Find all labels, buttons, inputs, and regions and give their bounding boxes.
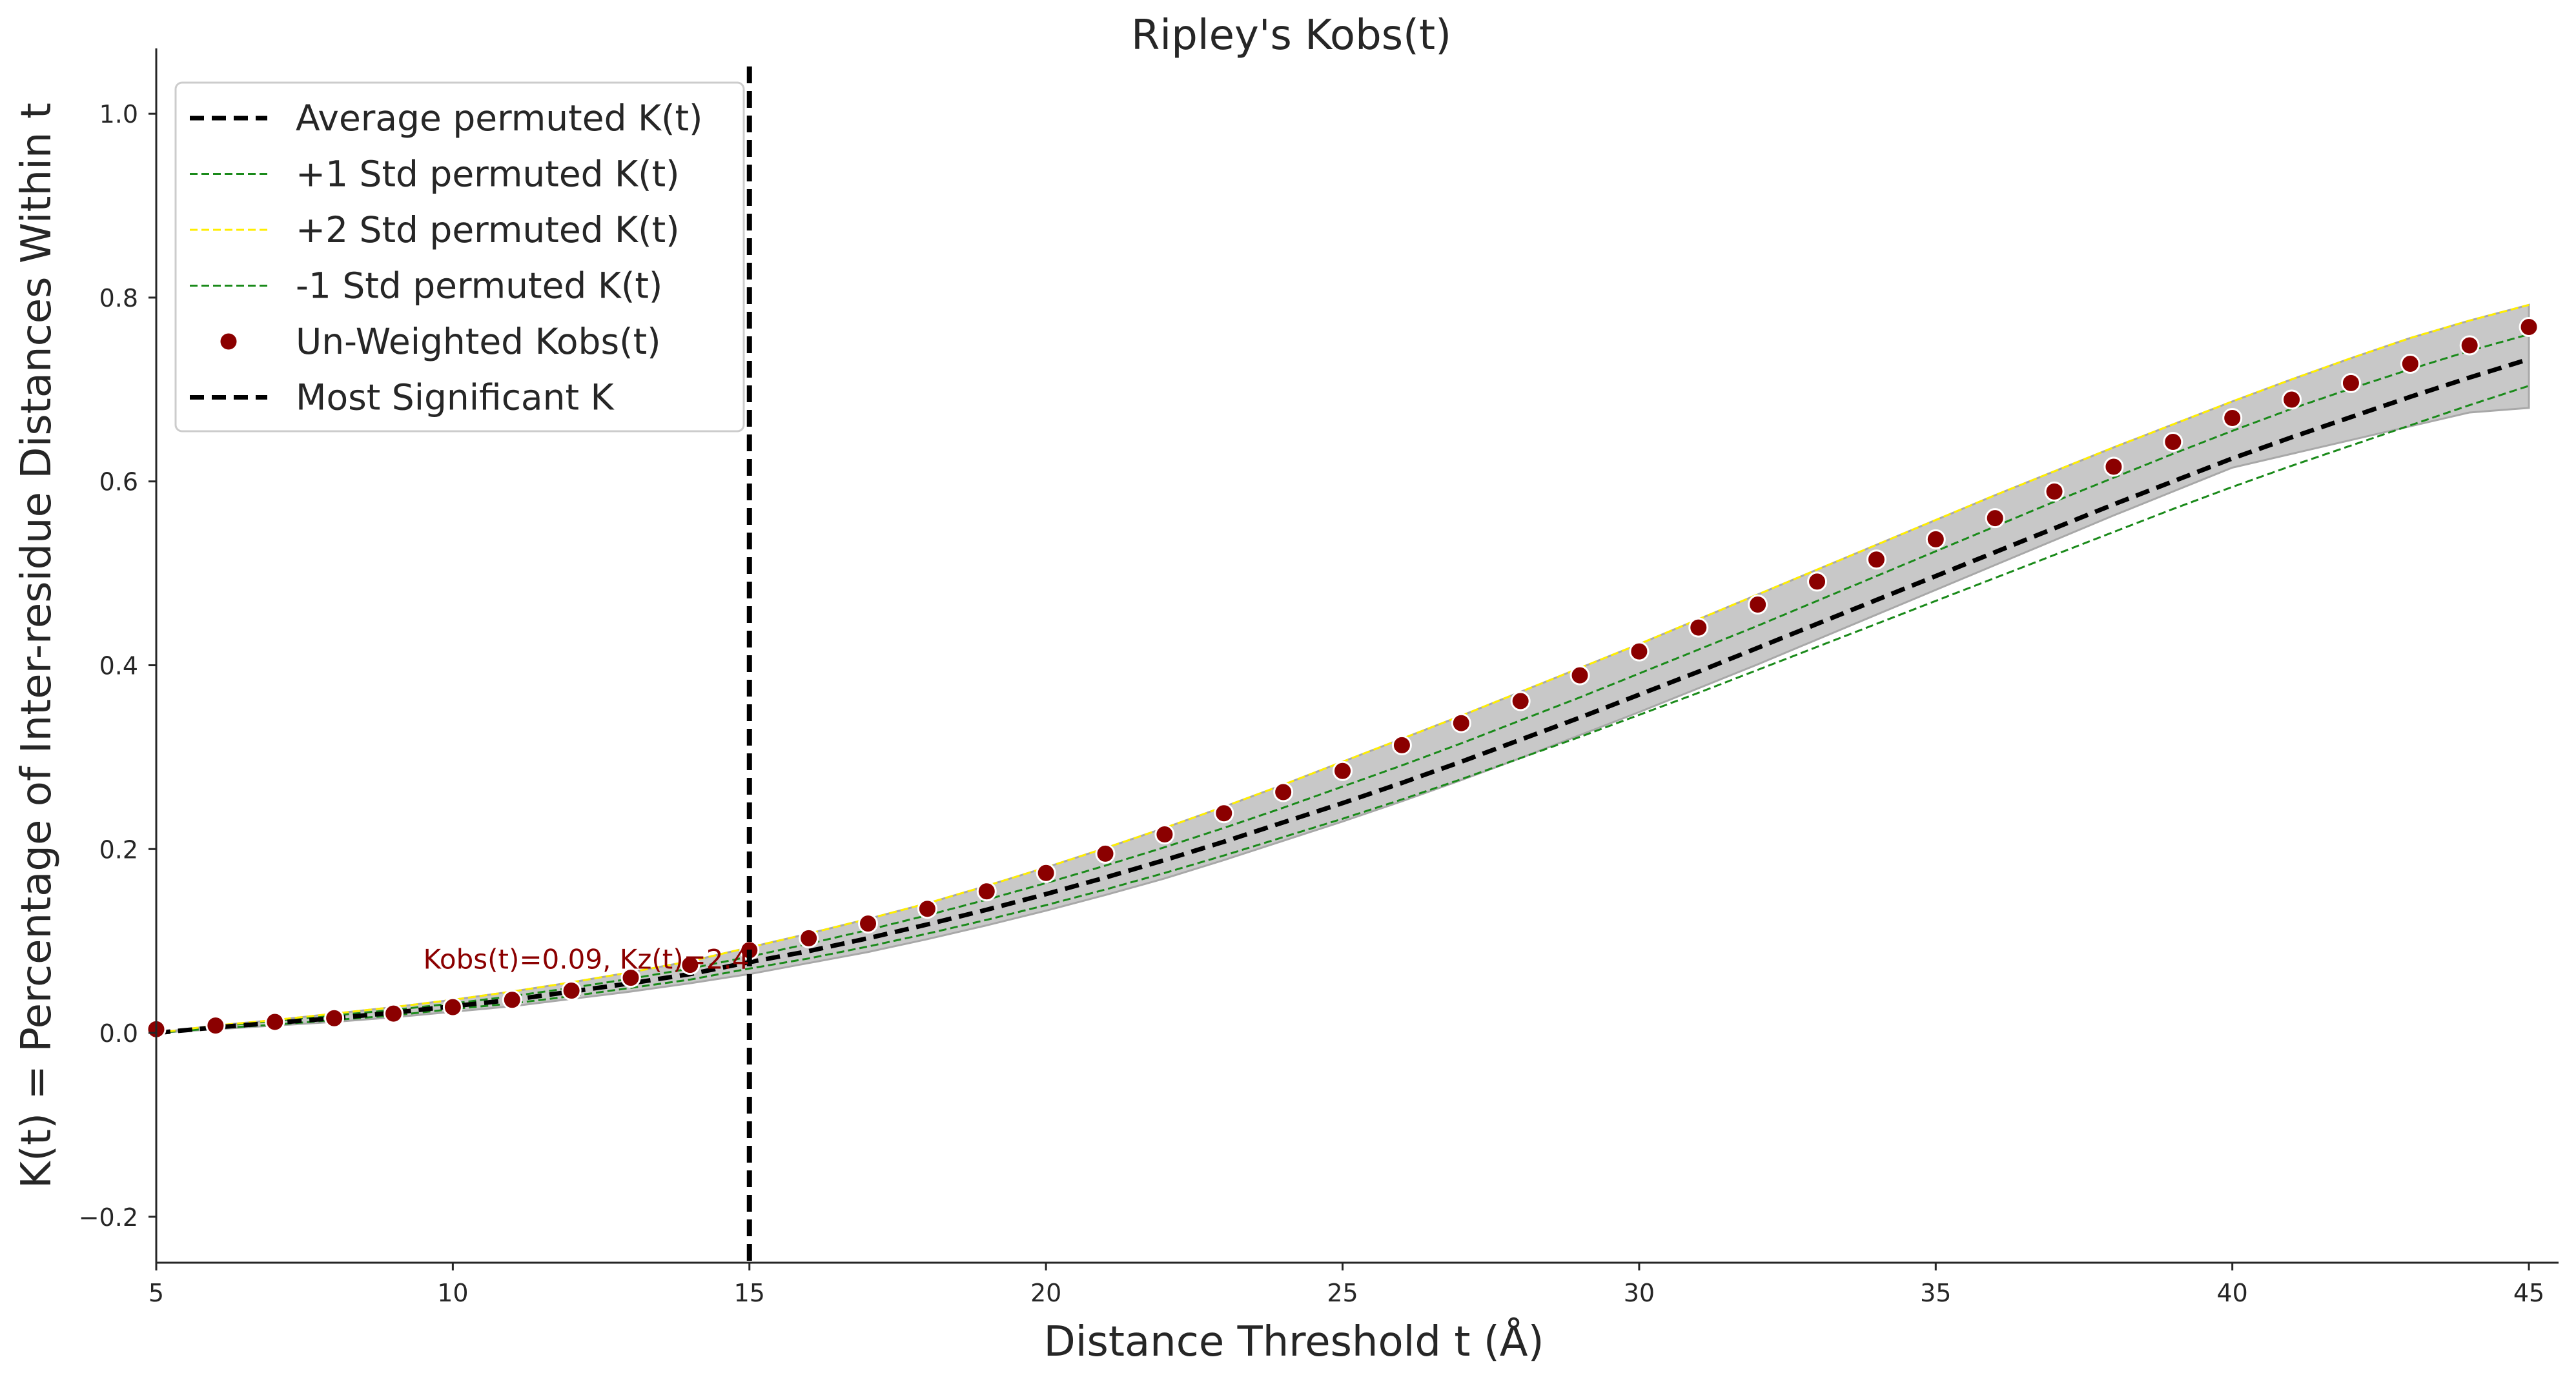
kobs-point — [502, 990, 522, 1010]
kobs-point — [2459, 335, 2480, 356]
kobs-point — [1866, 549, 1886, 570]
x-tick-label: 20 — [1030, 1279, 1061, 1307]
kobs-point — [265, 1012, 285, 1032]
x-tick-label: 5 — [148, 1279, 164, 1307]
chart-title: Ripley's Kobs(t) — [1131, 12, 1451, 59]
y-tick-label: 0.6 — [99, 468, 138, 496]
legend-label: Most Significant K — [296, 377, 615, 418]
series-line-3 — [156, 385, 2530, 1034]
kobs-point — [1095, 843, 1116, 864]
kobs-point — [2519, 317, 2539, 338]
kobs-point — [1273, 782, 1294, 802]
kobs-point — [561, 981, 582, 1001]
legend-swatch — [218, 331, 239, 352]
annotation-text: Kobs(t)=0.09, Kz(t)=2.4 — [423, 943, 749, 975]
legend: Average permuted K(t) +1 Std permuted K(t… — [174, 81, 745, 433]
x-axis-label: Distance Threshold t (Å) — [1043, 1317, 1544, 1366]
kobs-point — [1569, 665, 1590, 686]
legend-label: Un-Weighted Kobs(t) — [296, 321, 661, 362]
y-tick-label: 0.8 — [99, 284, 138, 312]
y-tick-label: 1.0 — [99, 100, 138, 128]
x-tick-label: 25 — [1327, 1279, 1358, 1307]
kobs-point — [442, 997, 463, 1017]
kobs-point — [1036, 862, 1056, 883]
y-tick-label: 0.2 — [99, 835, 138, 864]
x-tick-label: 10 — [437, 1279, 468, 1307]
kobs-point — [1333, 760, 1353, 781]
kobs-point — [799, 928, 819, 948]
kobs-point — [1925, 529, 1946, 549]
kobs-point — [1629, 641, 1650, 662]
kobs-point — [1985, 508, 2005, 529]
kobs-point — [1748, 595, 1768, 615]
kobs-point — [858, 913, 879, 934]
kobs-point — [2282, 389, 2302, 410]
kobs-point — [976, 881, 997, 902]
kobs-point — [2222, 407, 2243, 428]
kobs-point — [2044, 481, 2065, 502]
x-tick-label: 45 — [2513, 1279, 2544, 1307]
kobs-point — [2400, 353, 2420, 374]
y-axis-label: K(t) = Percentage of Inter-residue Dista… — [13, 103, 61, 1188]
kobs-point — [1214, 803, 1234, 824]
kobs-point — [383, 1003, 404, 1024]
y-tick-label: 0.4 — [99, 652, 138, 680]
legend-label: +2 Std permuted K(t) — [296, 209, 680, 250]
kobs-point — [620, 968, 641, 988]
y-tick-label: 0.0 — [99, 1019, 138, 1048]
x-tick-label: 40 — [2216, 1279, 2247, 1307]
kobs-point — [1807, 571, 1828, 592]
series-line-1 — [156, 333, 2530, 1034]
kobs-point — [2103, 456, 2124, 477]
kobs-point — [1391, 735, 1412, 755]
points-layer — [146, 317, 2539, 1039]
series-line-0 — [156, 357, 2530, 1035]
legend-label: +1 Std permuted K(t) — [296, 154, 680, 195]
kobs-point — [324, 1008, 345, 1028]
kobs-point — [205, 1015, 226, 1036]
legend-label: -1 Std permuted K(t) — [296, 265, 662, 307]
kobs-point — [2340, 372, 2361, 393]
kobs-point — [1510, 691, 1531, 711]
legend-label: Average permuted K(t) — [296, 97, 703, 139]
kobs-point — [2163, 432, 2183, 453]
kobs-point — [1688, 617, 1709, 638]
x-tick-label: 35 — [1920, 1279, 1951, 1307]
x-tick-label: 15 — [734, 1279, 765, 1307]
kobs-point — [917, 899, 937, 919]
kobs-point — [1154, 824, 1175, 844]
x-tick-label: 30 — [1624, 1279, 1655, 1307]
kobs-point — [680, 955, 700, 975]
axes-layer: 5 10 15 20 25 30 35 40 45 −0.2 0.0 0.2 0.4 0.6 0.8 1.0 — [79, 48, 2559, 1307]
y-tick-label: −0.2 — [79, 1203, 138, 1232]
legend-box — [174, 81, 745, 433]
kobs-point — [1451, 713, 1471, 733]
